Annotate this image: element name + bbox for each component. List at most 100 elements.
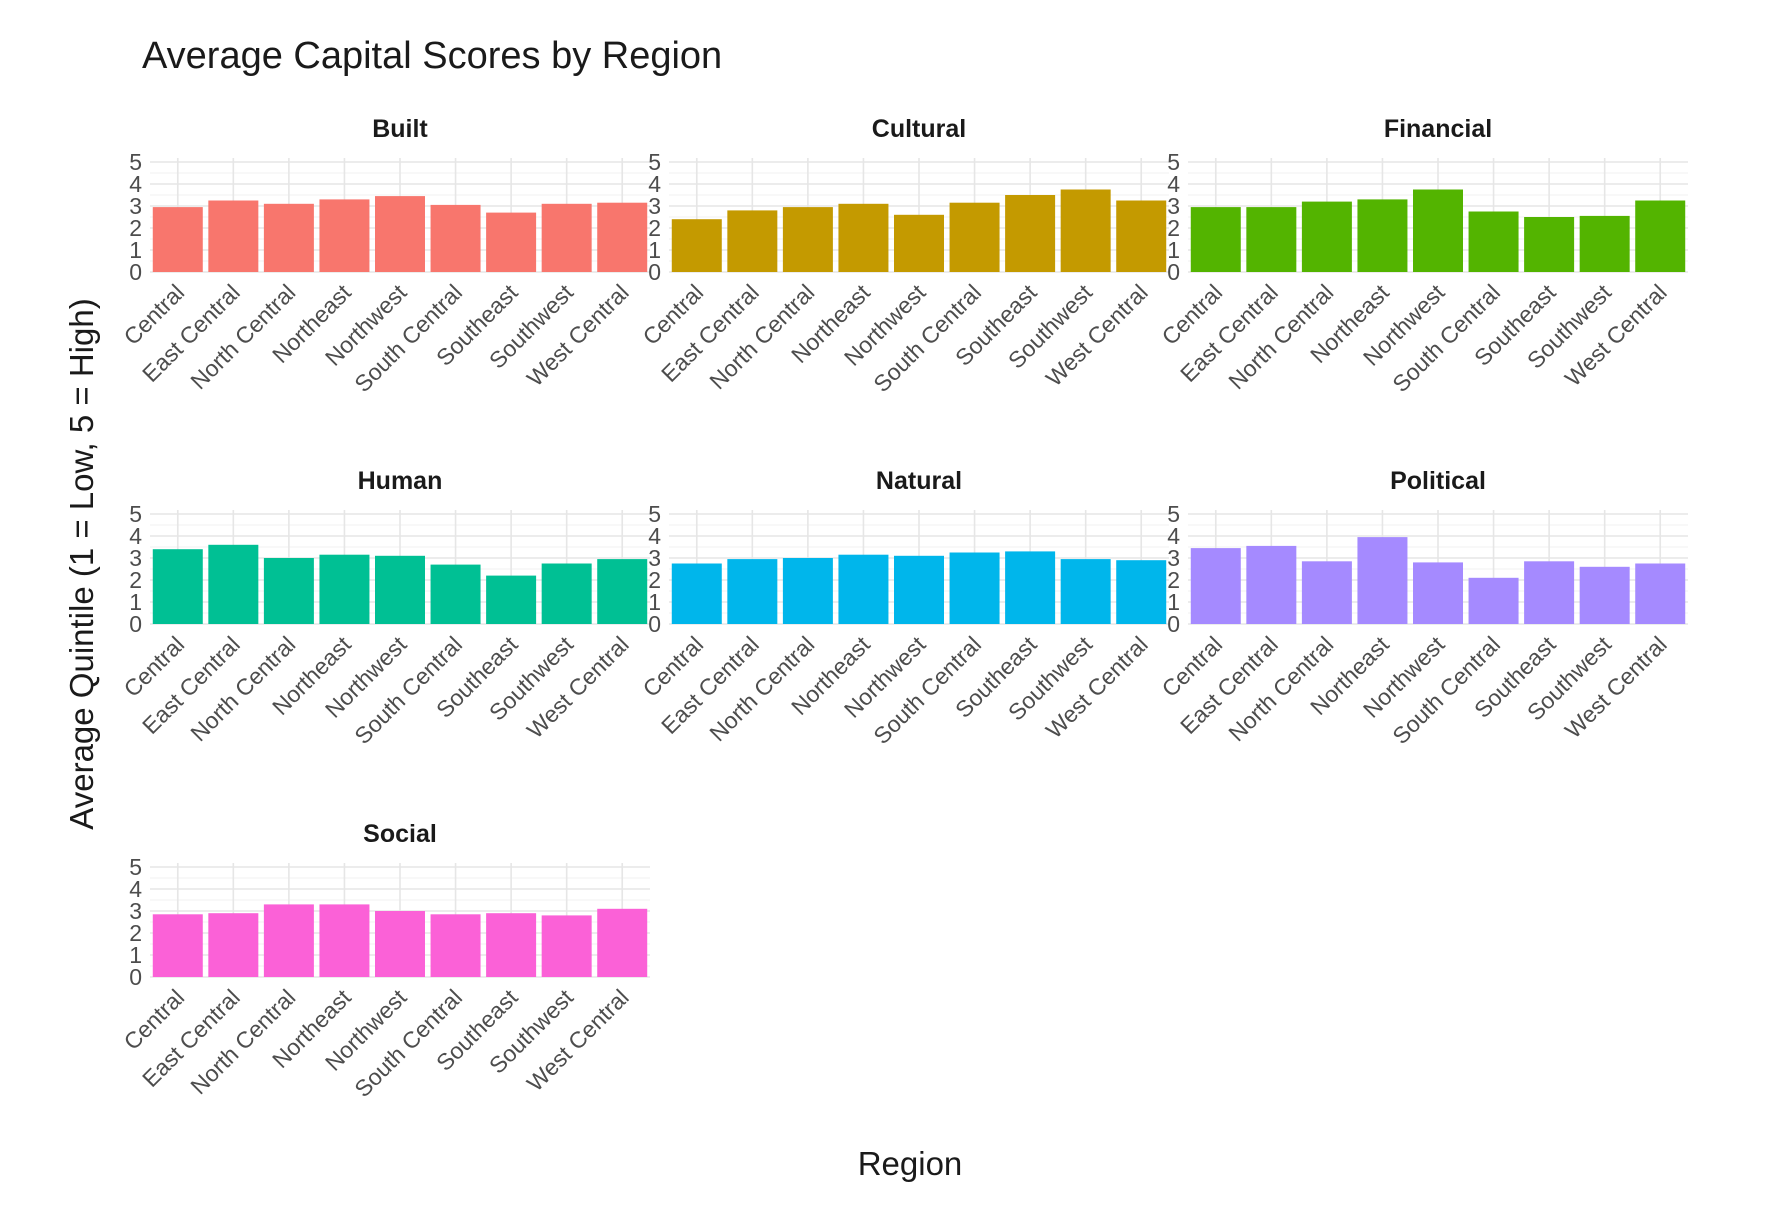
bar-financial-central [1190, 207, 1241, 272]
bar-cultural-west-central [1116, 200, 1167, 272]
y-tick-label: 4 [129, 171, 142, 197]
bar-financial-northeast [1357, 199, 1408, 272]
facet-title: Built [372, 115, 428, 143]
y-tick-label: 5 [1167, 501, 1180, 527]
bar-natural-southwest [1060, 559, 1111, 624]
facet-title: Natural [876, 467, 962, 495]
bar-built-south-central [430, 204, 481, 272]
y-tick-label: 0 [1167, 259, 1180, 285]
y-tick-label: 1 [648, 589, 661, 615]
bar-political-northwest [1413, 562, 1463, 624]
bar-political-southwest [1579, 566, 1630, 624]
bar-social-northwest [375, 911, 425, 977]
facet-title: Social [363, 820, 437, 848]
y-tick-label: 0 [648, 611, 661, 637]
y-tick-label: 1 [129, 942, 142, 968]
bar-cultural-northwest [894, 214, 944, 272]
bar-natural-west-central [1116, 560, 1167, 624]
bar-political-east-central [1246, 545, 1297, 624]
bar-social-northeast [319, 904, 370, 977]
bar-built-central [152, 207, 203, 272]
y-tick-label: 0 [129, 964, 142, 990]
bar-natural-south-central [949, 552, 1000, 624]
bar-political-central [1190, 548, 1241, 624]
bar-human-east-central [208, 544, 259, 624]
y-tick-label: 3 [129, 193, 142, 219]
bar-natural-northeast [838, 554, 889, 624]
y-axis-title: Average Quintile (1 = Low, 5 = High) [63, 298, 100, 829]
bar-financial-southwest [1579, 215, 1630, 272]
bar-social-southwest [541, 915, 592, 977]
y-tick-label: 5 [648, 149, 661, 175]
y-tick-label: 5 [1167, 149, 1180, 175]
bar-human-northwest [375, 555, 425, 624]
bar-cultural-east-central [727, 210, 778, 272]
bar-human-southeast [486, 575, 537, 624]
y-tick-label: 5 [648, 501, 661, 527]
y-tick-label: 0 [129, 611, 142, 637]
y-tick-label: 3 [129, 545, 142, 571]
y-tick-label: 2 [648, 215, 661, 241]
bar-social-north-central [263, 904, 314, 977]
facet-title: Human [358, 467, 443, 495]
y-tick-label: 2 [1167, 215, 1180, 241]
bar-cultural-southwest [1060, 189, 1111, 272]
y-tick-label: 1 [129, 237, 142, 263]
y-tick-label: 4 [129, 523, 142, 549]
bar-natural-east-central [727, 559, 778, 624]
bar-financial-east-central [1246, 207, 1297, 272]
bar-financial-north-central [1301, 201, 1352, 272]
bar-cultural-south-central [949, 202, 1000, 272]
bar-human-west-central [597, 559, 648, 624]
y-tick-label: 2 [129, 567, 142, 593]
facet-title: Cultural [872, 115, 966, 143]
bar-financial-west-central [1635, 200, 1686, 272]
y-tick-label: 5 [129, 149, 142, 175]
y-tick-label: 0 [129, 259, 142, 285]
y-tick-label: 1 [1167, 589, 1180, 615]
bar-built-southwest [541, 203, 592, 272]
bar-cultural-north-central [782, 207, 833, 272]
y-tick-label: 4 [648, 171, 661, 197]
y-tick-label: 3 [1167, 545, 1180, 571]
bar-political-west-central [1635, 563, 1686, 624]
bar-political-south-central [1468, 577, 1519, 624]
y-tick-label: 4 [1167, 523, 1180, 549]
y-tick-label: 1 [1167, 237, 1180, 263]
bar-natural-northwest [894, 555, 944, 624]
bar-human-central [152, 549, 203, 624]
bar-political-northeast [1357, 537, 1408, 624]
y-tick-label: 4 [648, 523, 661, 549]
bar-human-south-central [430, 564, 481, 624]
chart-title: Average Capital Scores by Region [142, 35, 722, 77]
y-tick-label: 1 [129, 589, 142, 615]
bar-financial-southeast [1524, 217, 1575, 272]
bar-social-south-central [430, 914, 481, 977]
y-tick-label: 0 [648, 259, 661, 285]
y-tick-label: 3 [129, 898, 142, 924]
x-axis-title: Region [858, 1145, 963, 1182]
y-tick-label: 3 [1167, 193, 1180, 219]
bar-human-northeast [319, 554, 370, 624]
bar-natural-central [671, 563, 722, 624]
bar-political-north-central [1301, 561, 1352, 624]
bar-human-north-central [263, 558, 314, 624]
y-tick-label: 5 [129, 854, 142, 880]
y-tick-label: 5 [129, 501, 142, 527]
bar-cultural-central [671, 219, 722, 272]
facet-title: Political [1390, 467, 1486, 495]
bar-human-southwest [541, 563, 592, 624]
bar-built-northwest [375, 196, 425, 272]
bar-natural-north-central [782, 558, 833, 624]
bar-political-southeast [1524, 561, 1575, 624]
y-tick-label: 2 [1167, 567, 1180, 593]
bar-cultural-southeast [1005, 195, 1056, 272]
